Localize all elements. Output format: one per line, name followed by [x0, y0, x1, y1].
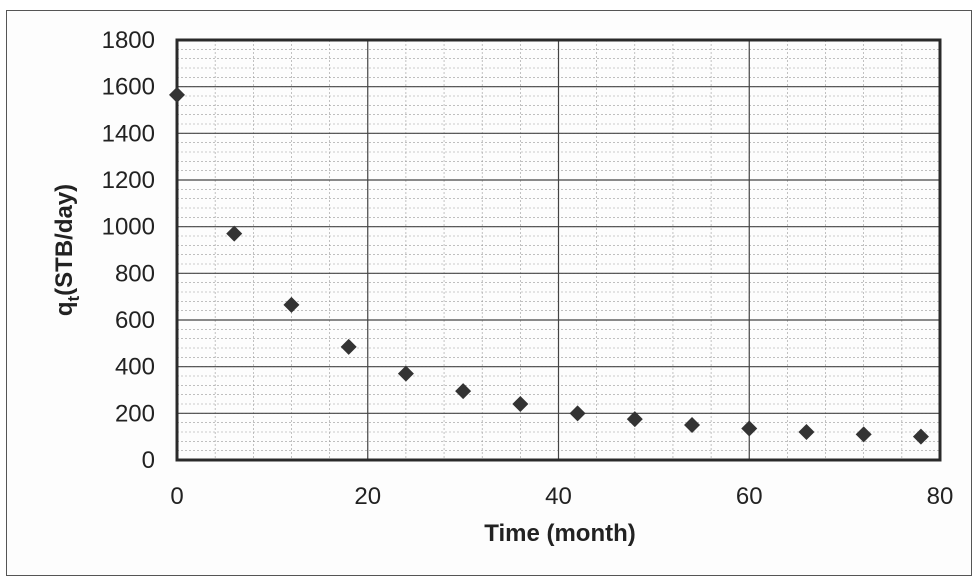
x-axis-title: Time (month) [484, 520, 636, 547]
x-axis-ticks: 0 20 40 60 80 [170, 483, 953, 510]
x-tick-label: 80 [927, 483, 954, 510]
data-point [455, 383, 472, 400]
data-point [569, 405, 586, 422]
data-point [226, 225, 243, 242]
data-point [283, 296, 300, 313]
x-tick-label: 0 [170, 483, 183, 510]
data-point [684, 417, 701, 433]
y-axis-ticks: 0 200 400 600 800 1000 1200 1400 1600 1800 [102, 27, 155, 474]
data-point [340, 338, 357, 355]
y-tick-label: 1200 [102, 167, 155, 194]
data-point [169, 86, 185, 103]
y-tick-label: 1400 [102, 120, 155, 147]
y-tick-label: 1000 [102, 214, 155, 241]
plot-area [175, 38, 942, 462]
y-tick-label: 1600 [102, 74, 155, 101]
y-tick-label: 400 [115, 354, 155, 381]
data-points [169, 86, 929, 445]
x-tick-label: 20 [354, 483, 381, 510]
data-point [397, 365, 414, 382]
chart-frame [6, 10, 972, 576]
data-point [912, 428, 929, 445]
x-tick-label: 60 [736, 483, 763, 510]
data-point [626, 411, 643, 428]
x-tick-label: 40 [545, 483, 572, 510]
y-tick-label: 600 [115, 307, 155, 334]
data-point [512, 396, 529, 412]
y-axis-title-subscript: t [64, 296, 83, 302]
y-tick-label: 800 [115, 260, 155, 287]
y-axis-title: qt(STB/day) [51, 184, 83, 316]
y-tick-label: 200 [115, 400, 155, 427]
data-point [741, 420, 758, 437]
data-point [798, 424, 815, 440]
data-point [855, 426, 872, 443]
y-tick-label: 0 [142, 447, 155, 474]
y-tick-label: 1800 [102, 27, 155, 54]
